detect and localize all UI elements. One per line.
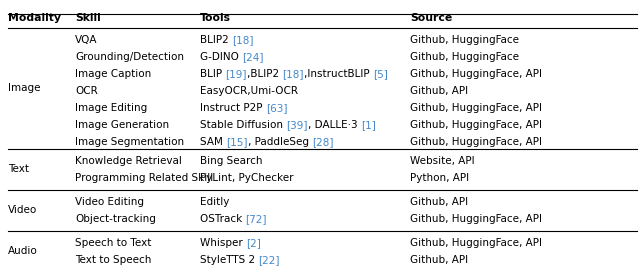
- Text: Website, API: Website, API: [410, 156, 475, 166]
- Text: Image Generation: Image Generation: [75, 120, 169, 130]
- Text: BLIP: BLIP: [200, 69, 225, 79]
- Text: Object-tracking: Object-tracking: [75, 214, 156, 224]
- Text: [63]: [63]: [266, 103, 287, 113]
- Text: [24]: [24]: [242, 52, 264, 62]
- Text: Github, HuggingFace, API: Github, HuggingFace, API: [410, 103, 542, 113]
- Text: Text: Text: [8, 164, 29, 174]
- Text: Python, API: Python, API: [410, 173, 469, 183]
- Text: Source: Source: [410, 13, 452, 23]
- Text: Github, API: Github, API: [410, 197, 468, 207]
- Text: Editly: Editly: [200, 197, 229, 207]
- Text: OSTrack: OSTrack: [200, 214, 246, 224]
- Text: OCR: OCR: [75, 86, 98, 96]
- Text: [18]: [18]: [282, 69, 304, 79]
- Text: Image Editing: Image Editing: [75, 103, 147, 113]
- Text: Text to Speech: Text to Speech: [75, 255, 152, 265]
- Text: ,InstructBLIP: ,InstructBLIP: [304, 69, 372, 79]
- Text: PyLint, PyChecker: PyLint, PyChecker: [200, 173, 294, 183]
- Text: [18]: [18]: [232, 35, 253, 45]
- Text: ,BLIP2: ,BLIP2: [247, 69, 282, 79]
- Text: Whisper: Whisper: [200, 238, 246, 248]
- Text: Programming Related Skill: Programming Related Skill: [75, 173, 213, 183]
- Text: Video Editing: Video Editing: [75, 197, 144, 207]
- Text: [1]: [1]: [360, 120, 376, 130]
- Text: [22]: [22]: [259, 255, 280, 265]
- Text: [5]: [5]: [372, 69, 387, 79]
- Text: Github, API: Github, API: [410, 255, 468, 265]
- Text: Github, HuggingFace, API: Github, HuggingFace, API: [410, 214, 542, 224]
- Text: [19]: [19]: [225, 69, 247, 79]
- Text: Github, HuggingFace: Github, HuggingFace: [410, 35, 519, 45]
- Text: Bing Search: Bing Search: [200, 156, 262, 166]
- Text: Grounding/Detection: Grounding/Detection: [75, 52, 184, 62]
- Text: VQA: VQA: [75, 35, 97, 45]
- Text: Github, API: Github, API: [410, 86, 468, 96]
- Text: Instruct P2P: Instruct P2P: [200, 103, 266, 113]
- Text: , DALLE·3: , DALLE·3: [308, 120, 360, 130]
- Text: Tools: Tools: [200, 13, 231, 23]
- Text: G-DINO: G-DINO: [200, 52, 242, 62]
- Text: Image: Image: [8, 83, 40, 93]
- Text: Stable Diffusion: Stable Diffusion: [200, 120, 286, 130]
- Text: [72]: [72]: [246, 214, 267, 224]
- Text: [15]: [15]: [226, 137, 248, 147]
- Text: SAM: SAM: [200, 137, 226, 147]
- Text: Video: Video: [8, 205, 37, 215]
- Text: EasyOCR,Umi-OCR: EasyOCR,Umi-OCR: [200, 86, 298, 96]
- Text: [28]: [28]: [312, 137, 333, 147]
- Text: BLIP2: BLIP2: [200, 35, 232, 45]
- Text: Github, HuggingFace: Github, HuggingFace: [410, 52, 519, 62]
- Text: Github, HuggingFace, API: Github, HuggingFace, API: [410, 120, 542, 130]
- Text: [2]: [2]: [246, 238, 261, 248]
- Text: Github, HuggingFace, API: Github, HuggingFace, API: [410, 137, 542, 147]
- Text: Knowledge Retrieval: Knowledge Retrieval: [75, 156, 182, 166]
- Text: Skill: Skill: [75, 13, 100, 23]
- Text: Modality: Modality: [8, 13, 61, 23]
- Text: Github, HuggingFace, API: Github, HuggingFace, API: [410, 238, 542, 248]
- Text: StyleTTS 2: StyleTTS 2: [200, 255, 259, 265]
- Text: Image Segmentation: Image Segmentation: [75, 137, 184, 147]
- Text: Github, HuggingFace, API: Github, HuggingFace, API: [410, 69, 542, 79]
- Text: Audio: Audio: [8, 246, 38, 256]
- Text: [39]: [39]: [286, 120, 308, 130]
- Text: Speech to Text: Speech to Text: [75, 238, 152, 248]
- Text: , PaddleSeg: , PaddleSeg: [248, 137, 312, 147]
- Text: Image Caption: Image Caption: [75, 69, 151, 79]
